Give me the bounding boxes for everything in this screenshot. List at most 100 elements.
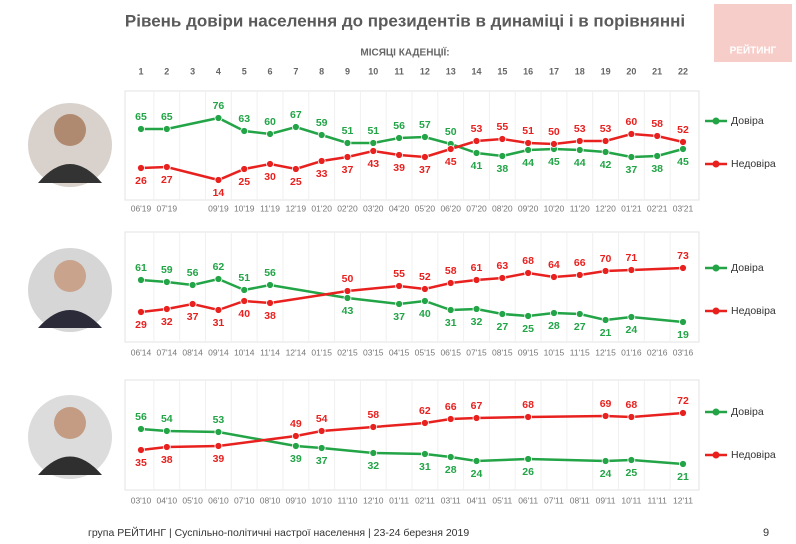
point — [601, 148, 610, 156]
point — [266, 299, 274, 307]
point — [317, 427, 326, 435]
date-label: 12'14 — [286, 347, 307, 357]
x-tick-label: 3 — [190, 66, 195, 76]
data-label: 42 — [600, 159, 612, 171]
date-label: 08'14 — [182, 347, 203, 357]
data-label: 60 — [264, 116, 276, 128]
date-label: 01'11 — [389, 495, 409, 505]
date-label: 01'16 — [621, 347, 642, 357]
data-label: 58 — [367, 409, 379, 421]
date-label: 07'14 — [157, 347, 178, 357]
data-label: 24 — [471, 468, 483, 480]
point — [395, 151, 403, 159]
data-label: 57 — [419, 119, 431, 131]
data-label: 61 — [471, 262, 483, 274]
data-label: 66 — [445, 401, 457, 413]
x-tick-label: 21 — [652, 66, 662, 76]
page-number: 9 — [763, 527, 769, 539]
point — [317, 131, 326, 139]
date-label: 10'15 — [544, 347, 565, 357]
x-tick-label: 6 — [268, 66, 273, 76]
date-label: 08'15 — [492, 347, 513, 357]
point — [679, 138, 687, 146]
point — [395, 134, 403, 142]
point — [575, 146, 584, 154]
data-label: 68 — [522, 399, 534, 411]
point — [291, 442, 300, 450]
point — [369, 423, 378, 431]
x-tick-label: 4 — [216, 66, 221, 76]
data-label: 68 — [522, 255, 534, 267]
point — [240, 165, 249, 173]
point — [162, 125, 171, 133]
data-label: 27 — [161, 174, 173, 186]
point — [627, 313, 636, 321]
data-label: 58 — [445, 265, 457, 277]
point — [601, 412, 610, 420]
date-label: 12'15 — [595, 347, 616, 357]
x-tick-label: 11 — [394, 66, 404, 76]
point — [627, 153, 636, 161]
date-label: 05'11 — [492, 495, 512, 505]
data-label: 62 — [213, 261, 225, 273]
date-label: 08'20 — [492, 203, 513, 213]
legend-marker — [712, 264, 720, 272]
x-tick-label: 2 — [164, 66, 169, 76]
data-label: 52 — [419, 271, 431, 283]
data-label: 26 — [135, 175, 147, 187]
point — [679, 318, 687, 326]
data-label: 41 — [471, 160, 483, 172]
data-label: 64 — [548, 259, 560, 271]
point — [679, 409, 687, 417]
point — [137, 125, 145, 133]
date-label: 09'15 — [518, 347, 539, 357]
point — [524, 269, 533, 277]
point — [524, 139, 533, 147]
data-label: 32 — [161, 316, 173, 328]
data-label: 43 — [342, 305, 354, 317]
photo-body — [38, 456, 102, 475]
date-label: 08'10 — [260, 495, 281, 505]
point — [601, 316, 610, 324]
legend-label: Довіра — [731, 115, 764, 127]
point — [343, 294, 352, 302]
point — [162, 278, 171, 286]
date-label: 09'20 — [518, 203, 539, 213]
date-label: 07'11 — [544, 495, 564, 505]
data-label: 35 — [135, 457, 147, 469]
data-label: 24 — [600, 468, 612, 480]
point — [446, 453, 455, 461]
x-tick-label: 18 — [575, 66, 585, 76]
data-label: 56 — [135, 411, 147, 423]
x-tick-label: 19 — [601, 66, 611, 76]
point — [627, 413, 636, 421]
date-label: 03'11 — [441, 495, 461, 505]
data-label: 31 — [419, 461, 431, 473]
data-label: 50 — [548, 126, 560, 138]
data-label: 56 — [187, 267, 199, 279]
date-label: 11'11 — [648, 495, 668, 505]
data-label: 37 — [316, 455, 328, 467]
point — [524, 413, 533, 421]
point — [679, 264, 687, 272]
point — [369, 449, 378, 457]
data-label: 37 — [393, 311, 405, 323]
point — [550, 309, 558, 317]
date-label: 06'19 — [131, 203, 152, 213]
date-label: 09'11 — [596, 495, 616, 505]
date-label: 04'11 — [467, 495, 487, 505]
data-label: 62 — [419, 405, 431, 417]
data-label: 39 — [290, 453, 302, 465]
point — [446, 306, 455, 314]
point — [421, 133, 429, 141]
date-label: 05'15 — [415, 347, 436, 357]
date-label: 09'19 — [208, 203, 229, 213]
point — [472, 276, 481, 284]
x-tick-label: 7 — [293, 66, 298, 76]
point — [421, 450, 429, 458]
x-tick-label: 22 — [678, 66, 688, 76]
date-label: 05'10 — [182, 495, 203, 505]
date-label: 11'20 — [570, 203, 590, 213]
point — [446, 145, 455, 153]
